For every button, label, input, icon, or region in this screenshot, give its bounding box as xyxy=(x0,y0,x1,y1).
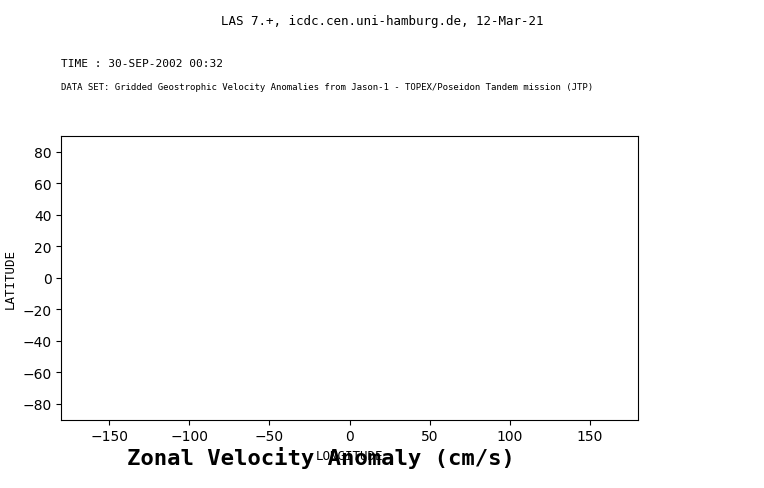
Text: TIME : 30-SEP-2002 00:32: TIME : 30-SEP-2002 00:32 xyxy=(61,59,223,68)
Y-axis label: LATITUDE: LATITUDE xyxy=(4,248,17,308)
Text: DATA SET: Gridded Geostrophic Velocity Anomalies from Jason-1 - TOPEX/Poseidon T: DATA SET: Gridded Geostrophic Velocity A… xyxy=(61,83,593,92)
Text: LAS 7.+, icdc.cen.uni-hamburg.de, 12-Mar-21: LAS 7.+, icdc.cen.uni-hamburg.de, 12-Mar… xyxy=(221,15,543,28)
Text: Zonal Velocity Anomaly (cm/s): Zonal Velocity Anomaly (cm/s) xyxy=(127,447,515,468)
X-axis label: LONGITUDE: LONGITUDE xyxy=(316,449,384,462)
